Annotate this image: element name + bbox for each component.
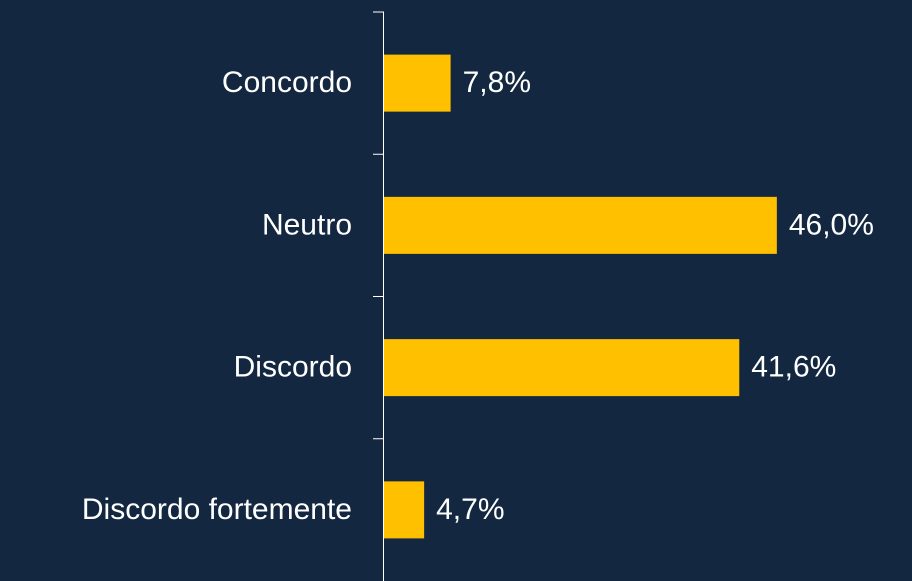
category-label: Discordo fortemente [82, 493, 352, 526]
data-label: 7,8% [463, 66, 531, 99]
category-label: Neutro [262, 208, 352, 241]
bar [384, 54, 451, 112]
bar [384, 196, 777, 254]
data-label: 46,0% [789, 208, 874, 241]
bar [384, 339, 740, 397]
category-label: Concordo [222, 66, 352, 99]
data-label: 41,6% [751, 351, 836, 384]
bar [384, 481, 425, 539]
category-label: Discordo [234, 351, 352, 384]
data-label: 4,7% [436, 493, 504, 526]
